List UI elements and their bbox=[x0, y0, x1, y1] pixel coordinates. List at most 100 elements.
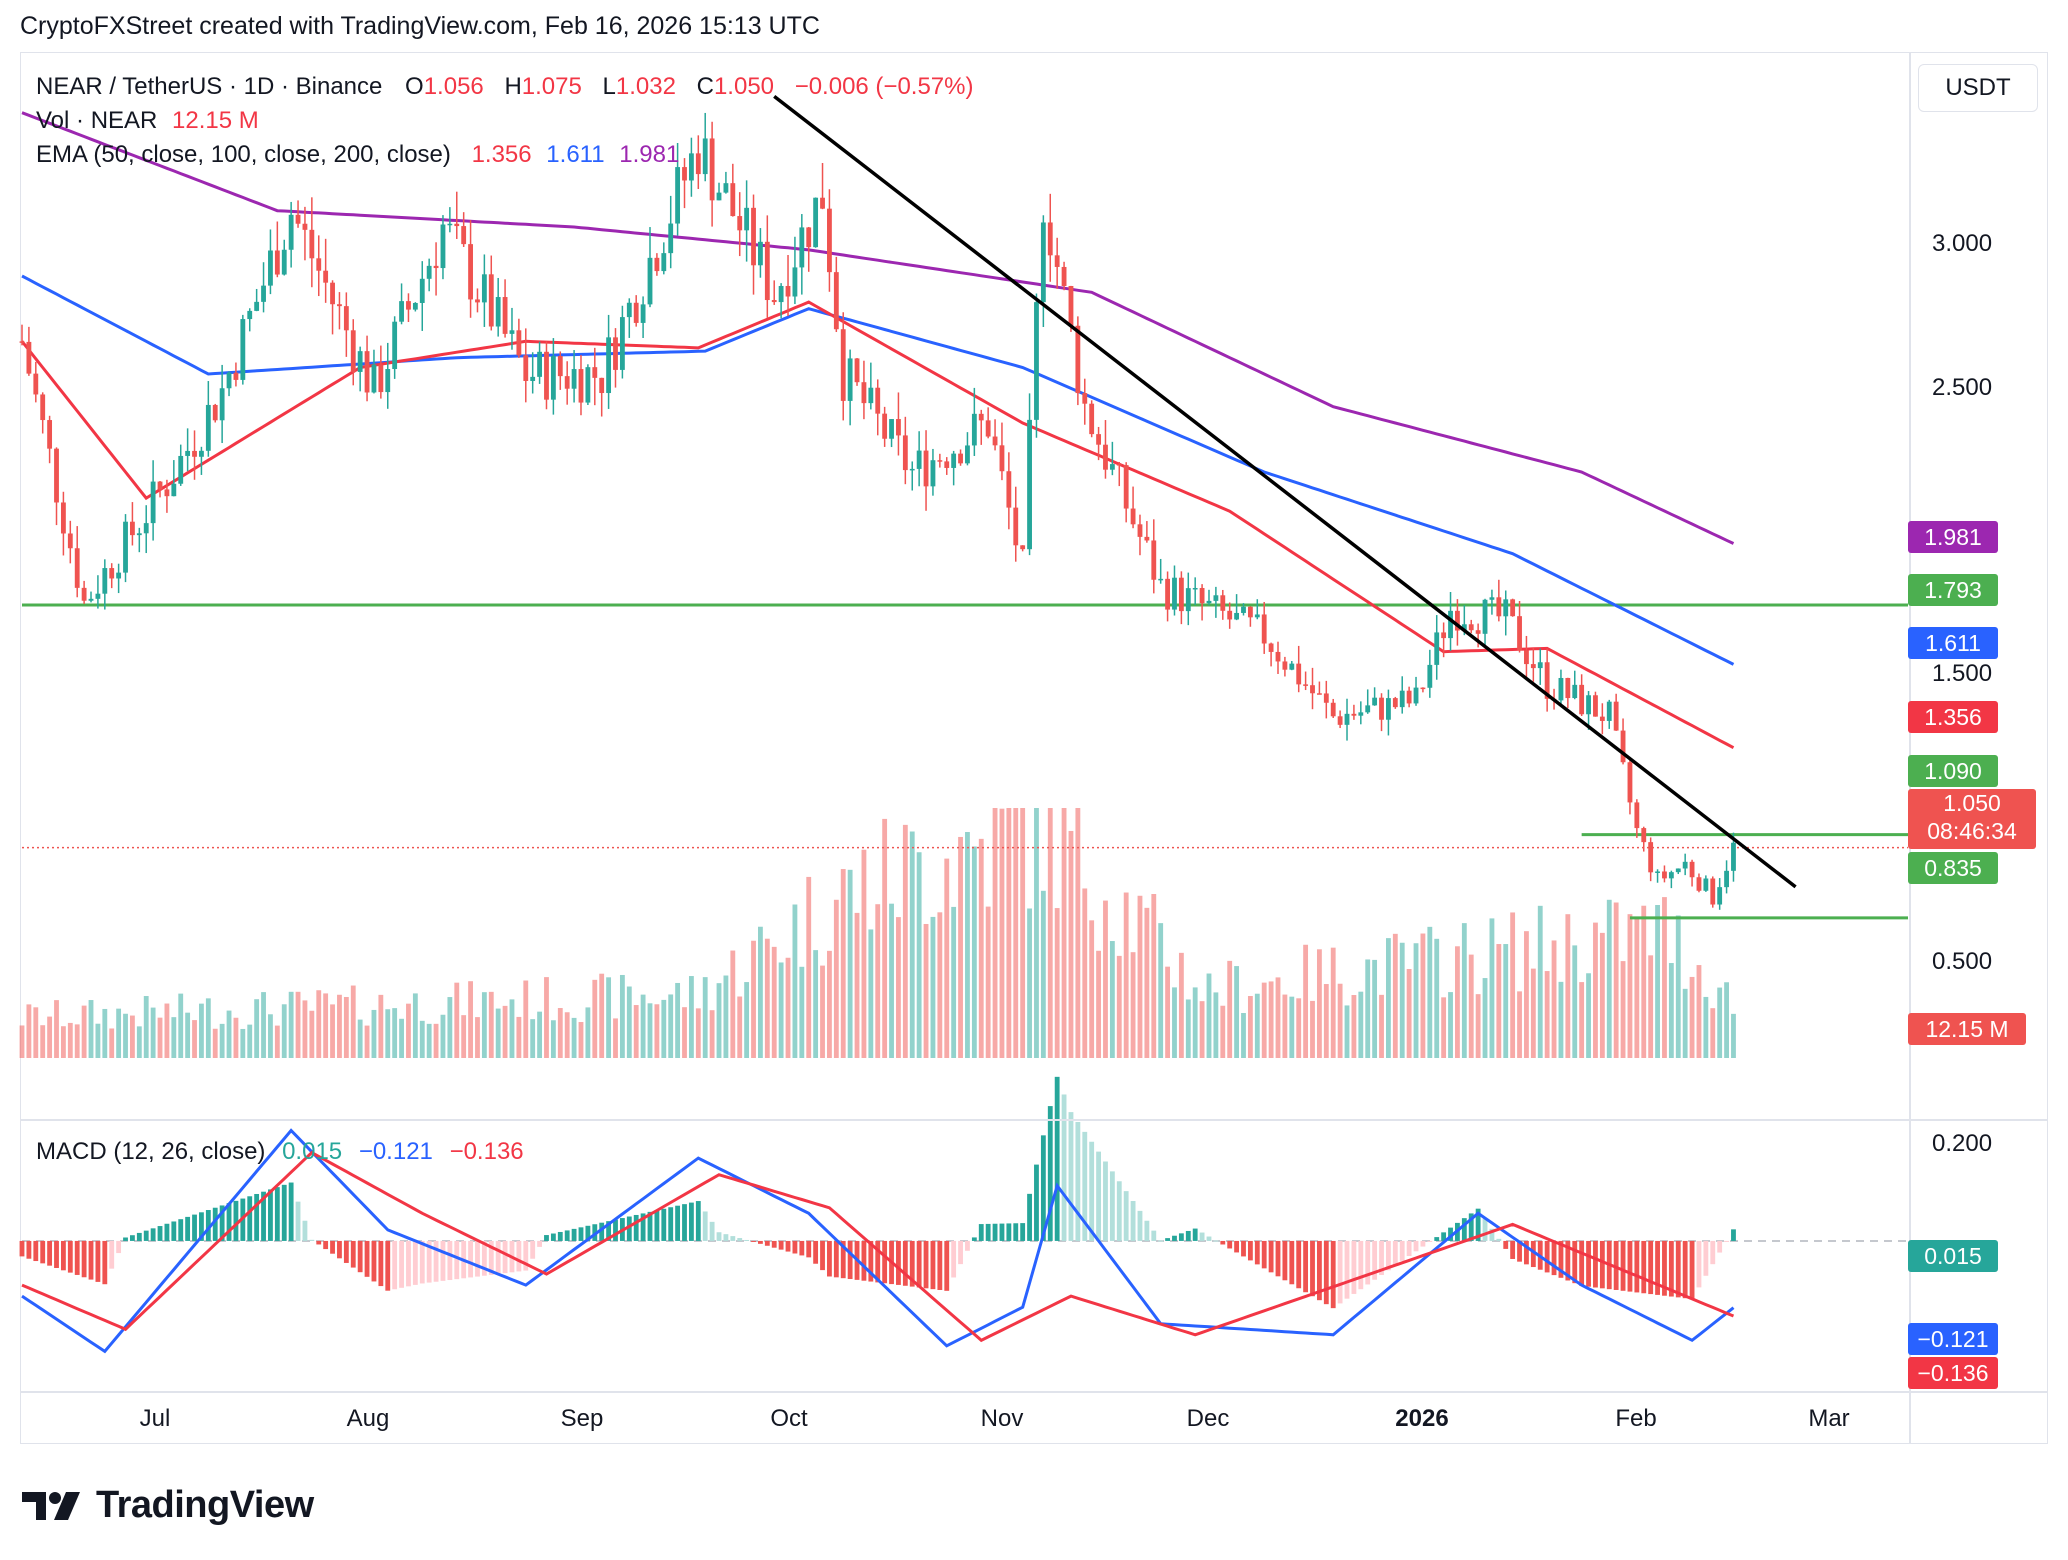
volume-bar bbox=[233, 1017, 239, 1058]
volume-bar bbox=[330, 1004, 335, 1058]
macd-histogram-bar bbox=[1054, 1076, 1060, 1241]
volume-bar bbox=[406, 1003, 411, 1058]
ema50-line bbox=[20, 300, 1735, 750]
candle-body bbox=[426, 265, 432, 279]
macd-histogram-bar bbox=[1082, 1131, 1088, 1241]
volume-bar bbox=[1241, 1013, 1246, 1058]
volume-bar bbox=[67, 1022, 73, 1058]
macd-histogram-bar bbox=[102, 1240, 108, 1285]
volume-bar bbox=[1503, 944, 1509, 1058]
candle-body bbox=[281, 249, 287, 275]
macd-histogram-bar bbox=[1703, 1240, 1709, 1276]
volume-bar bbox=[1696, 965, 1702, 1058]
volume-bar bbox=[889, 903, 894, 1058]
candle-body bbox=[1489, 597, 1495, 600]
volume-bar bbox=[1275, 977, 1281, 1058]
macd-histogram-bar bbox=[185, 1216, 191, 1241]
volume-bar bbox=[702, 977, 708, 1058]
candle-body bbox=[537, 351, 542, 377]
macd-histogram-bar bbox=[1192, 1228, 1198, 1241]
volume-bar bbox=[468, 981, 473, 1058]
time-label-mar: Mar bbox=[1808, 1405, 1850, 1432]
volume-bar bbox=[1551, 940, 1557, 1058]
symbol-title[interactable]: NEAR / TetherUS · 1D · Binance bbox=[36, 73, 383, 100]
candle-body bbox=[157, 481, 163, 490]
macd-histogram-bar bbox=[813, 1240, 819, 1264]
macd-histogram-bar bbox=[412, 1240, 418, 1285]
candle-body bbox=[771, 300, 777, 303]
macd-histogram-bar bbox=[1399, 1240, 1405, 1261]
volume-bar bbox=[958, 836, 963, 1058]
macd-histogram-bar bbox=[640, 1213, 646, 1241]
candle-body bbox=[102, 568, 108, 594]
volume-bar bbox=[295, 991, 301, 1058]
volume-bar bbox=[1172, 987, 1177, 1058]
volume-bar bbox=[1206, 973, 1212, 1058]
macd-histogram-bar bbox=[1392, 1240, 1398, 1266]
volume-bar bbox=[130, 1015, 135, 1058]
volume-bar bbox=[1351, 995, 1357, 1058]
volume-bar bbox=[1027, 908, 1032, 1058]
macd-histogram-bar bbox=[606, 1221, 612, 1241]
volume-bar bbox=[1489, 918, 1495, 1058]
candle-body bbox=[40, 394, 46, 421]
volume-bar bbox=[1668, 963, 1674, 1058]
volume-bar bbox=[1158, 923, 1164, 1058]
tradingview-logo[interactable]: TradingView bbox=[22, 1484, 314, 1527]
ema-lines bbox=[20, 111, 1735, 750]
volume-bar bbox=[854, 912, 860, 1058]
ema100-tag: 1.611 bbox=[1908, 627, 1998, 659]
macd-histogram-bar bbox=[1461, 1218, 1467, 1241]
candle-body bbox=[67, 533, 73, 549]
macd-histogram-bar bbox=[419, 1240, 425, 1284]
macd-histogram-bar bbox=[454, 1240, 460, 1280]
candle-body bbox=[709, 138, 715, 201]
macd-histogram-bar bbox=[26, 1240, 32, 1259]
ema-label[interactable]: EMA (50, close, 100, close, 200, close) bbox=[36, 141, 451, 168]
candle-body bbox=[1455, 610, 1460, 631]
volume-bar bbox=[1013, 808, 1019, 1058]
macd-histogram-bar bbox=[1151, 1230, 1157, 1241]
signal-line-tag: −0.136 bbox=[1908, 1357, 1998, 1389]
candle-body bbox=[60, 502, 66, 534]
macd-histogram-bar bbox=[537, 1240, 542, 1247]
macd-histogram-bar bbox=[40, 1240, 46, 1264]
volume-bar bbox=[792, 904, 798, 1058]
candle-body bbox=[226, 372, 232, 389]
volume-bar bbox=[833, 899, 839, 1058]
resistance-tag: 1.793 bbox=[1908, 574, 1998, 606]
candle-body bbox=[1172, 577, 1177, 610]
candle-body bbox=[557, 356, 563, 377]
volume-bar bbox=[219, 1023, 225, 1058]
macd-histogram-bar bbox=[295, 1201, 301, 1241]
macd-histogram-bar bbox=[88, 1240, 94, 1280]
candle-body bbox=[1696, 877, 1702, 891]
volume-label[interactable]: Vol · NEAR bbox=[36, 107, 158, 134]
candle-body bbox=[1034, 302, 1039, 420]
volume-bar bbox=[240, 1028, 246, 1058]
currency-selector[interactable]: USDT bbox=[1918, 64, 2038, 112]
volume-bar bbox=[95, 1023, 101, 1058]
candle-body bbox=[1530, 664, 1536, 669]
macd-histogram-bar bbox=[751, 1240, 756, 1242]
macd-label[interactable]: MACD (12, 26, close) bbox=[36, 1138, 266, 1165]
volume-bar bbox=[1020, 808, 1026, 1058]
candle-body bbox=[1668, 872, 1674, 879]
volume-bar bbox=[613, 1018, 618, 1058]
volume-bar bbox=[1441, 997, 1447, 1058]
candle-body bbox=[171, 483, 177, 497]
candle-body bbox=[1282, 661, 1288, 670]
macd-histogram-bar bbox=[54, 1240, 59, 1268]
candle-body bbox=[1613, 701, 1619, 731]
low-label: L bbox=[602, 73, 616, 100]
macd-histogram-bar bbox=[350, 1240, 356, 1268]
macd-histogram-bar bbox=[695, 1201, 701, 1241]
volume-bar bbox=[1116, 955, 1122, 1058]
candle-body bbox=[778, 285, 784, 303]
volume-bar bbox=[1075, 808, 1081, 1058]
macd-histogram-bar bbox=[1710, 1240, 1716, 1265]
volume-bar bbox=[54, 1000, 59, 1058]
macd-histogram-bar bbox=[882, 1240, 888, 1284]
candle-body bbox=[1572, 684, 1578, 699]
